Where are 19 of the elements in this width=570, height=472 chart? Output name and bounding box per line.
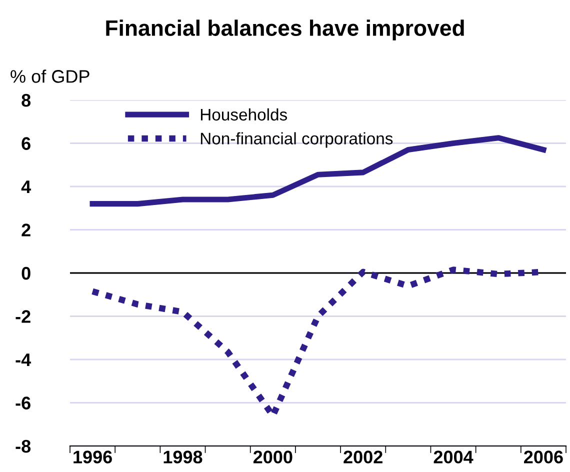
y-tick-label: 4 (21, 180, 32, 194)
y-tick-label: 8 (22, 94, 31, 107)
y-tick-label: -2 (16, 310, 30, 323)
legend-label: Households (200, 108, 288, 121)
x-tick-label: 2000 (253, 450, 292, 464)
x-tick-label: 2004 (434, 450, 474, 464)
x-tick-label: 1996 (74, 450, 112, 464)
y-tick-label: -4 (16, 354, 32, 366)
x-tick-label: 2002 (344, 450, 382, 464)
y-tick-label: -8 (16, 440, 31, 453)
x-tick-label: 1998 (164, 450, 202, 464)
x-tick-label: 2006 (524, 450, 563, 464)
y-tick-label: -6 (16, 396, 30, 410)
y-axis-title: % of GDP (10, 70, 90, 83)
legend-label: Non-financial corporations (200, 132, 393, 148)
y-tick-label: 6 (22, 137, 30, 150)
chart-title: Financial balances have improved (106, 20, 464, 40)
y-tick-label: 2 (22, 224, 30, 236)
y-tick-label: 0 (22, 266, 30, 280)
